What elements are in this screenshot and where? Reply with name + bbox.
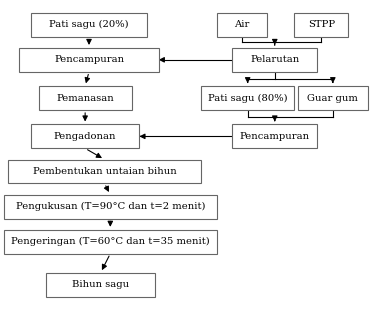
FancyBboxPatch shape <box>232 48 317 72</box>
Text: Pengadonan: Pengadonan <box>54 132 116 141</box>
Text: Guar gum: Guar gum <box>307 93 358 103</box>
Text: Pati sagu (80%): Pati sagu (80%) <box>208 93 288 103</box>
Text: Pencampuran: Pencampuran <box>54 55 124 64</box>
FancyBboxPatch shape <box>294 13 348 37</box>
FancyBboxPatch shape <box>4 195 217 219</box>
FancyBboxPatch shape <box>19 48 159 72</box>
Text: Bihun sagu: Bihun sagu <box>72 280 129 289</box>
FancyBboxPatch shape <box>201 86 294 110</box>
Text: Pengukusan (T=90°C dan t=2 menit): Pengukusan (T=90°C dan t=2 menit) <box>15 202 205 211</box>
FancyBboxPatch shape <box>217 13 267 37</box>
Text: Pembentukan untaian bihun: Pembentukan untaian bihun <box>33 167 176 176</box>
Text: Air: Air <box>234 20 250 29</box>
FancyBboxPatch shape <box>39 86 132 110</box>
Text: Pati sagu (20%): Pati sagu (20%) <box>49 20 129 29</box>
Text: Pemanasan: Pemanasan <box>56 93 114 103</box>
FancyBboxPatch shape <box>232 124 317 148</box>
FancyBboxPatch shape <box>8 160 201 183</box>
FancyBboxPatch shape <box>31 13 147 37</box>
FancyBboxPatch shape <box>46 273 155 297</box>
FancyBboxPatch shape <box>31 124 139 148</box>
FancyBboxPatch shape <box>298 86 368 110</box>
FancyBboxPatch shape <box>4 230 217 254</box>
Text: Pengeringan (T=60°C dan t=35 menit): Pengeringan (T=60°C dan t=35 menit) <box>11 237 210 246</box>
Text: Pencampuran: Pencampuran <box>240 132 310 141</box>
Text: Pelarutan: Pelarutan <box>250 55 300 64</box>
Text: STPP: STPP <box>308 20 335 29</box>
